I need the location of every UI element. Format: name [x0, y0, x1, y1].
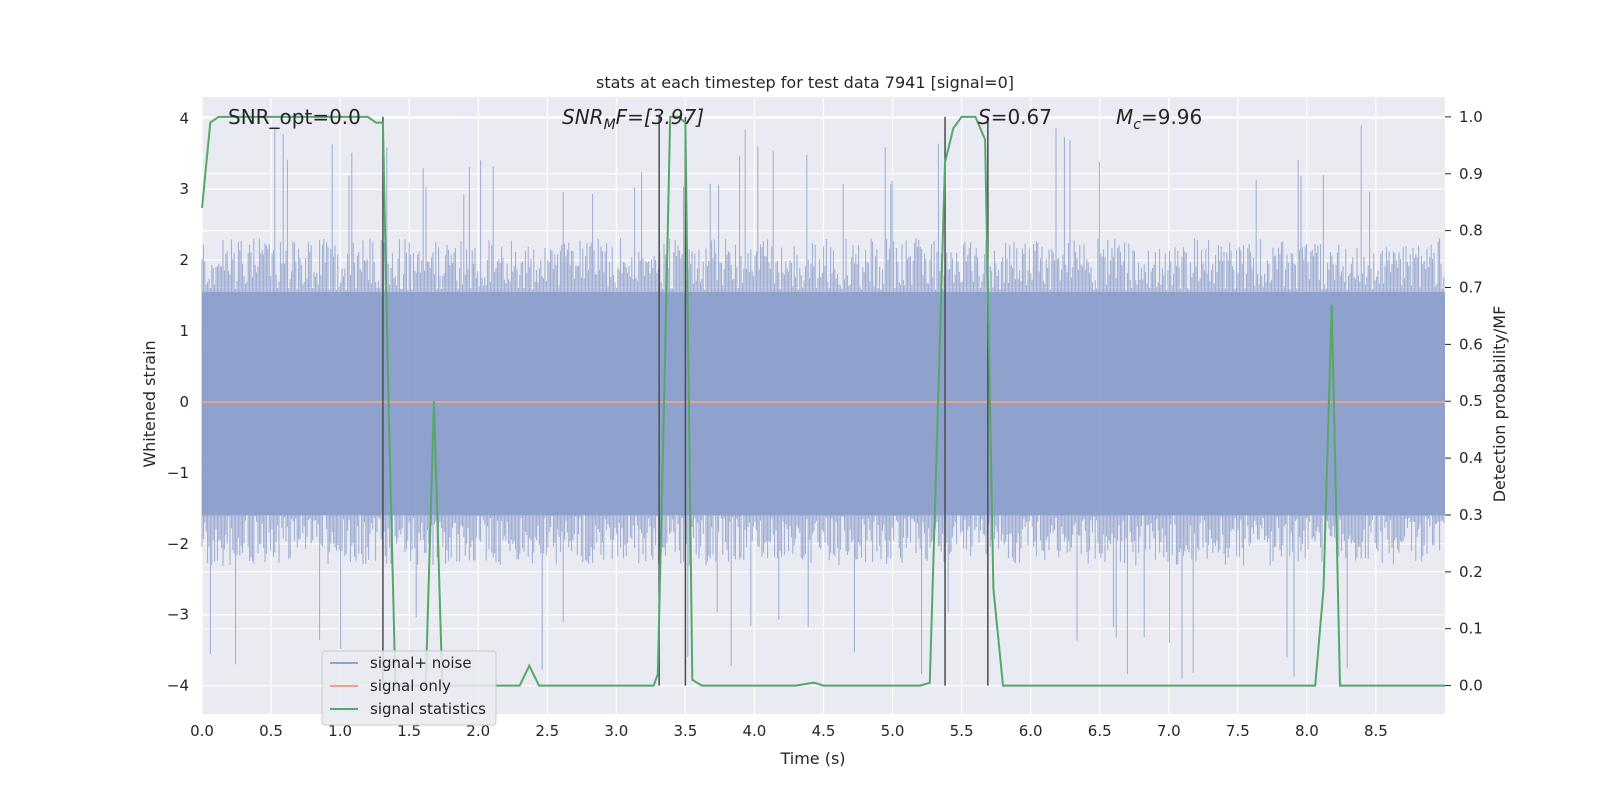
x-tick-label: 1.5 [397, 722, 421, 740]
y-right-tick-label: 0.8 [1459, 222, 1483, 240]
chart-title: stats at each timestep for test data 794… [596, 73, 1014, 92]
x-axis-label: Time (s) [779, 749, 845, 768]
y-right-tick-label: 0.0 [1459, 677, 1483, 695]
y-left-axis-label: Whitened strain [140, 340, 159, 467]
annotation-mc: Mc=9.96 [1116, 105, 1202, 133]
x-tick-label: 0.0 [190, 722, 214, 740]
x-tick-label: 7.5 [1226, 722, 1250, 740]
x-tick-label: 6.0 [1019, 722, 1043, 740]
y-right-axis-ticks: 1.0 0.9 0.8 0.7 0.6 0.5 0.4 0.3 0.2 0.1 0.0 [1445, 108, 1483, 695]
legend-label-signal-only: signal only [370, 677, 451, 695]
x-tick-label: 8.5 [1364, 722, 1388, 740]
legend-label-statistics: signal statistics [370, 700, 486, 718]
x-tick-label: 3.5 [673, 722, 697, 740]
y-left-tick-label: −3 [167, 606, 189, 624]
y-left-tick-label: −1 [167, 464, 189, 482]
y-right-tick-label: 0.3 [1459, 506, 1483, 524]
legend-label-noise: signal+ noise [370, 654, 472, 672]
annotation-s: S=0.67 [978, 105, 1052, 129]
x-tick-label: 2.0 [466, 722, 490, 740]
y-right-tick-label: 0.1 [1459, 620, 1483, 638]
x-tick-label: 2.5 [535, 722, 559, 740]
x-tick-label: 1.0 [328, 722, 352, 740]
x-tick-label: 6.5 [1088, 722, 1112, 740]
legend-box [321, 650, 497, 726]
y-left-tick-label: 4 [179, 109, 189, 127]
annotation-snr-opt: SNR_opt=0.0 [228, 105, 361, 129]
y-left-tick-label: 2 [179, 251, 189, 269]
y-left-tick-label: 1 [179, 322, 189, 340]
y-right-tick-label: 1.0 [1459, 108, 1483, 126]
x-tick-label: 8.0 [1295, 722, 1319, 740]
y-right-tick-label: 0.5 [1459, 392, 1483, 410]
y-left-tick-label: 0 [179, 393, 189, 411]
x-tick-label: 4.0 [743, 722, 767, 740]
y-left-tick-label: −2 [167, 535, 189, 553]
y-right-tick-label: 0.6 [1459, 335, 1483, 353]
y-right-tick-label: 0.9 [1459, 165, 1483, 183]
y-right-tick-label: 0.4 [1459, 449, 1483, 467]
y-left-axis-ticks: 4 3 2 1 0 −1 −2 −3 −4 [167, 109, 189, 694]
x-tick-label: 4.5 [812, 722, 836, 740]
x-axis-ticks: 0.0 0.5 1.0 1.5 2.0 2.5 3.0 3.5 4.0 4.5 5.0 5.5 6.0 6… [190, 722, 1388, 740]
y-right-tick-label: 0.7 [1459, 279, 1483, 297]
y-right-tick-label: 0.2 [1459, 563, 1483, 581]
x-tick-label: 5.0 [881, 722, 905, 740]
x-tick-label: 7.0 [1157, 722, 1181, 740]
legend: signal+ noise signal only signal statist… [321, 650, 497, 726]
y-right-axis-label: Detection probability/MF [1490, 306, 1509, 503]
vertical-markers [382, 116, 989, 686]
x-tick-label: 5.5 [950, 722, 974, 740]
annotation-snr-mf: SNRMF=[3.97] [562, 105, 704, 133]
x-tick-label: 0.5 [259, 722, 283, 740]
y-left-tick-label: −4 [167, 677, 189, 695]
x-tick-label: 3.0 [604, 722, 628, 740]
signal-noise-series [201, 125, 1445, 679]
y-left-tick-label: 3 [179, 180, 189, 198]
